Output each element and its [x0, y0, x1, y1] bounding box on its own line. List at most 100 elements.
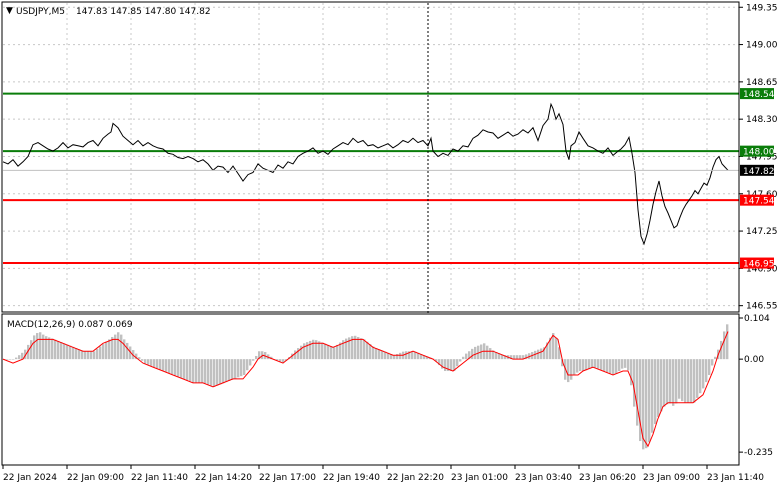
macd-bar	[726, 324, 729, 360]
macd-bar	[75, 348, 78, 360]
macd-bar	[39, 332, 42, 360]
macd-bar	[519, 355, 522, 360]
macd-bar	[573, 359, 576, 375]
macd-bar	[255, 355, 258, 360]
support-resistance-levels	[3, 92, 739, 265]
macd-bar	[477, 345, 480, 360]
macd-bar	[489, 348, 492, 360]
macd-bar	[108, 339, 111, 360]
macd-bar	[642, 359, 645, 450]
macd-bar	[378, 349, 381, 360]
macd-bar	[585, 359, 588, 371]
macd-bar	[447, 359, 450, 372]
macd-bar	[234, 359, 237, 379]
macd-bar	[243, 359, 246, 375]
macd-bar	[129, 346, 132, 360]
macd-bar	[48, 337, 51, 360]
macd-bar	[168, 359, 171, 373]
macd-bar	[300, 345, 303, 360]
macd-bar	[618, 359, 621, 372]
macd-bar	[147, 359, 150, 365]
macd-bar	[561, 359, 564, 367]
macd-bar	[450, 359, 453, 372]
price-grid	[3, 3, 739, 311]
macd-bar	[69, 345, 72, 360]
macd-bar	[306, 342, 309, 360]
macd-bar	[123, 339, 126, 360]
time-axis: 22 Jan 2024 22 Jan 09:00 22 Jan 11:40 22 Ja…	[2, 465, 764, 483]
macd-bar	[36, 333, 39, 360]
macd-bar	[654, 359, 657, 425]
macd-bar	[471, 348, 474, 360]
macd-bar	[546, 342, 549, 360]
macd-bar	[357, 336, 360, 360]
time-tick-label: 22 Jan 14:20	[195, 473, 252, 483]
macd-bar	[621, 359, 624, 369]
macd-bar	[30, 340, 33, 360]
price-tick-label: 146.90	[746, 264, 778, 274]
price-tick-label: 149.00	[746, 41, 778, 51]
macd-bar	[657, 359, 660, 417]
macd-bar	[342, 340, 345, 360]
macd-bar	[42, 334, 45, 360]
macd-bar	[189, 359, 192, 382]
macd-bar	[705, 359, 708, 383]
macd-bar	[588, 359, 591, 370]
macd-bar	[435, 359, 438, 362]
macd-bar	[672, 359, 675, 406]
macd-bar	[699, 359, 702, 394]
macd-bar	[714, 356, 717, 360]
price-panel: ▼ USDJPY,M5 147.83 147.85 147.80 147.82	[1, 1, 740, 465]
macd-bar	[246, 359, 249, 371]
macd-bar	[336, 344, 339, 360]
macd-bar	[417, 352, 420, 360]
macd-bar	[159, 359, 162, 370]
macd-bar	[66, 344, 69, 360]
macd-bar	[90, 351, 93, 360]
macd-bar	[414, 351, 417, 360]
time-tick-label: 22 Jan 09:00	[67, 473, 124, 483]
macd-bar	[465, 353, 468, 360]
macd-bar	[651, 359, 654, 433]
macd-bar	[387, 352, 390, 360]
macd-bar	[405, 351, 408, 360]
macd-bar	[681, 359, 684, 402]
macd-bar	[720, 340, 723, 360]
macd-bar	[612, 359, 615, 375]
macd-bar	[27, 344, 30, 360]
macd-bar	[522, 355, 525, 360]
macd-bar	[117, 332, 120, 360]
level-label-value: 148.00	[743, 148, 775, 158]
level-label-bg	[740, 88, 774, 100]
macd-bar	[201, 359, 204, 383]
macd-bar	[327, 344, 330, 360]
macd-bar	[711, 359, 714, 366]
macd-bar	[540, 348, 543, 360]
time-tick-label: 22 Jan 22:20	[387, 473, 444, 483]
time-tick-label: 22 Jan 11:40	[131, 473, 188, 483]
macd-bar	[144, 359, 147, 364]
macd-bar	[537, 349, 540, 360]
macd-bar	[693, 359, 696, 403]
macd-bar	[252, 359, 255, 361]
macd-bar	[282, 359, 285, 363]
macd-bar	[624, 359, 627, 368]
macd-bar	[93, 351, 96, 360]
macd-bar	[216, 359, 219, 386]
level-label-value: 146.95	[743, 260, 775, 270]
macd-bar	[87, 351, 90, 360]
macd-bar	[309, 340, 312, 360]
time-tick-label: 23 Jan 11:40	[707, 473, 764, 483]
macd-bar	[513, 355, 516, 360]
macd-bar	[492, 350, 495, 360]
macd-bar	[360, 338, 363, 360]
macd-bar	[237, 359, 240, 378]
macd-bar	[456, 359, 459, 367]
macd-bar	[33, 335, 36, 360]
macd-bar	[702, 359, 705, 389]
macd-bar	[156, 359, 159, 369]
macd-bar	[165, 359, 168, 372]
macd-tick-label: -0.235	[744, 448, 773, 458]
macd-bar	[318, 341, 321, 360]
macd-bar	[225, 359, 228, 383]
